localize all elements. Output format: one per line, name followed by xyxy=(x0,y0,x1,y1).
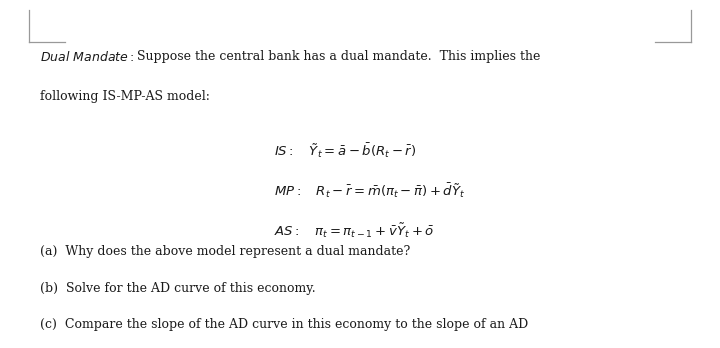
Text: (c)  Compare the slope of the AD curve in this economy to the slope of an AD: (c) Compare the slope of the AD curve in… xyxy=(40,318,528,331)
Text: Suppose the central bank has a dual mandate.  This implies the: Suppose the central bank has a dual mand… xyxy=(137,50,540,63)
Text: $IS:\quad \tilde{Y}_t = \bar{a} - \bar{b}(R_t - \bar{r})$: $IS:\quad \tilde{Y}_t = \bar{a} - \bar{b… xyxy=(274,141,415,160)
Text: following IS-MP-AS model:: following IS-MP-AS model: xyxy=(40,90,210,103)
Text: $AS:\quad \pi_t = \pi_{t-1} + \bar{v}\tilde{Y}_t + \bar{o}$: $AS:\quad \pi_t = \pi_{t-1} + \bar{v}\ti… xyxy=(274,221,434,239)
Text: $\mathit{Dual\ Mandate:}$: $\mathit{Dual\ Mandate:}$ xyxy=(40,50,134,64)
Text: (a)  Why does the above model represent a dual mandate?: (a) Why does the above model represent a… xyxy=(40,245,410,258)
Text: (b)  Solve for the AD curve of this economy.: (b) Solve for the AD curve of this econo… xyxy=(40,282,315,295)
Text: $MP:\quad R_t - \bar{r} = \bar{m}(\pi_t - \bar{\pi}) + \bar{d}\tilde{Y}_t$: $MP:\quad R_t - \bar{r} = \bar{m}(\pi_t … xyxy=(274,181,465,200)
